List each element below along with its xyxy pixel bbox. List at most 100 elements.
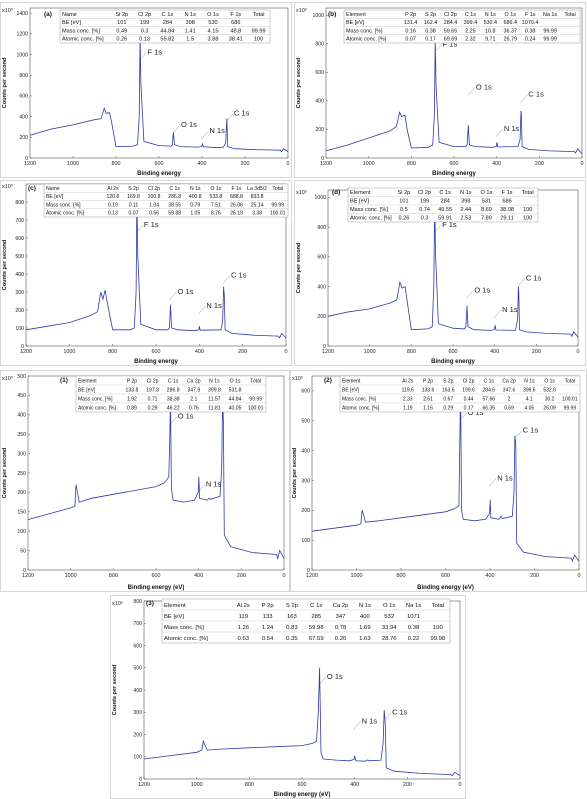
table-cell: 0.24 [525,37,536,43]
table-cell: 29.11 [500,216,514,222]
y-tick-label: 200 [17,490,26,496]
table-cell: 2.61 [423,396,433,402]
y-tick-label: 0 [23,568,26,574]
table-cell: 399.4 [464,20,478,26]
table-cell: 0.76 [189,405,199,411]
x-tick-label: 200 [403,782,412,788]
y-tick-label: 0 [321,156,324,162]
table-cell: 1071 [407,614,420,620]
table-cell: 2.53 [460,216,471,222]
chart-svg: 0 50 100 150 200 250 300 350 400 450 500 1200 1000 80… [0,370,290,592]
x-axis-label: Binding energy [431,359,475,365]
peak-leader [520,94,528,103]
table-header-cell: Element [342,378,361,384]
table-cell: 399.8 [208,387,221,393]
table-cell: 9.71 [485,37,496,43]
table-cell: 46.22 [167,405,180,411]
x-tick-label: 600 [450,161,459,167]
table-header-cell: Name [46,186,60,192]
x-tick-label: 600 [152,573,161,579]
table-cell: 530 [208,20,217,26]
peak-label: N 1s [502,305,518,314]
peak-leader [318,676,327,686]
table-cell: 0.19 [108,202,118,208]
table-header-cell: O 1s [230,378,241,384]
table-header-cell: Na 1s [543,12,557,18]
y-tick-label: 300 [133,710,142,716]
y-tick-label: 800 [317,225,326,231]
table-cell: BE [eV] [346,20,365,26]
peak-label: O 1s [474,286,490,295]
peak-label: C 1s [526,274,542,283]
chart-svg: 0 200 400 600 800 1000 1200 1000 800 600 400 200 0 Bi… [294,180,586,366]
y-tick-label: 300 [17,451,26,457]
table-cell: 26.79 [503,37,517,43]
table-header-cell: O 1s [505,12,517,18]
table-cell: 26.06 [230,202,243,208]
table-cell: 99.99 [564,405,577,411]
table-cell: 688.8 [230,194,243,200]
peak-label: O 1s [327,672,343,681]
x-tick-label: 600 [155,161,164,167]
table-header-cell: Cl 2p [444,12,457,18]
y-tick-label: 200 [15,308,24,314]
table-cell: BE [eV] [78,387,96,393]
y-tick-label: 200 [133,732,142,738]
table-cell: 44.84 [229,396,242,402]
table-header-cell: Total [565,378,576,384]
x-tick-label: 400 [194,573,203,579]
table-cell: 286.8 [167,387,180,393]
table-cell: 199 [140,20,149,26]
table-cell: 531.8 [229,387,242,393]
table-cell: 1.05 [190,211,200,217]
y-tick-label: 600 [317,255,326,261]
table-cell: Mass conc. [%] [78,396,113,402]
table-cell: 0.54 [262,636,274,642]
x-tick-label: 1200 [20,349,32,355]
x-axis-label: Binding energy (eV) [274,792,331,798]
table-cell: Mass conc. [%] [62,28,100,34]
table-cell: 133 [263,614,274,620]
table-cell: 0.5 [400,207,408,213]
peak-label: O 1s [476,82,492,91]
x-tick-label: 200 [532,349,541,355]
table-header-cell: S 2p [286,603,299,609]
table-cell: 38.08 [500,207,514,213]
table-cell: 398 [186,20,195,26]
y-axis-label: Counts per second [2,447,8,498]
peak-leader [459,412,467,421]
panel-label: (2) [324,377,332,384]
table-header-cell: C 1s [484,378,495,384]
table-header-cell: C 1s [162,12,174,18]
table-header-cell: Cl 2p [138,12,151,18]
x-tick-label: 1000 [67,161,79,167]
table-cell: 101 [117,20,126,26]
table-cell: 533.8 [210,194,223,200]
y-tick-label: 600 [133,643,142,649]
peak-leader [466,290,474,299]
table-cell: 1.41 [185,28,196,34]
y-tick-label: 150 [17,510,26,516]
table-cell: 26.09 [543,405,556,411]
y-axis-label: Counts per second [2,239,8,290]
x-tick-label: 0 [285,349,288,355]
table-header-cell: Total [522,190,534,196]
peak-label: C 1s [392,707,408,716]
x-tick-label: 600 [298,782,307,788]
y-tick-label: 1200 [16,32,28,38]
table-cell: 99.99 [252,28,266,34]
table-cell: Mass conc. [%] [350,207,388,213]
table-cell: 285 [311,614,322,620]
table-cell: 4.1 [526,396,533,402]
table-header-cell: N 1s [524,378,535,384]
table-cell: 2.25 [465,28,476,34]
table-cell: 3.38 [252,211,262,217]
x-tick-label: 0 [287,161,290,167]
peak-leader [517,278,525,287]
peak-label: N 1s [206,301,222,310]
y-tick-label: 1400 [16,11,28,17]
panel-c: 0 100 200 300 400 500 600 700 800 1200 1000 800 600 4… [0,180,292,366]
table-header-cell: Al 2s [107,186,119,192]
x-tick-label: 200 [535,161,544,167]
x-tick-label: 400 [195,349,204,355]
